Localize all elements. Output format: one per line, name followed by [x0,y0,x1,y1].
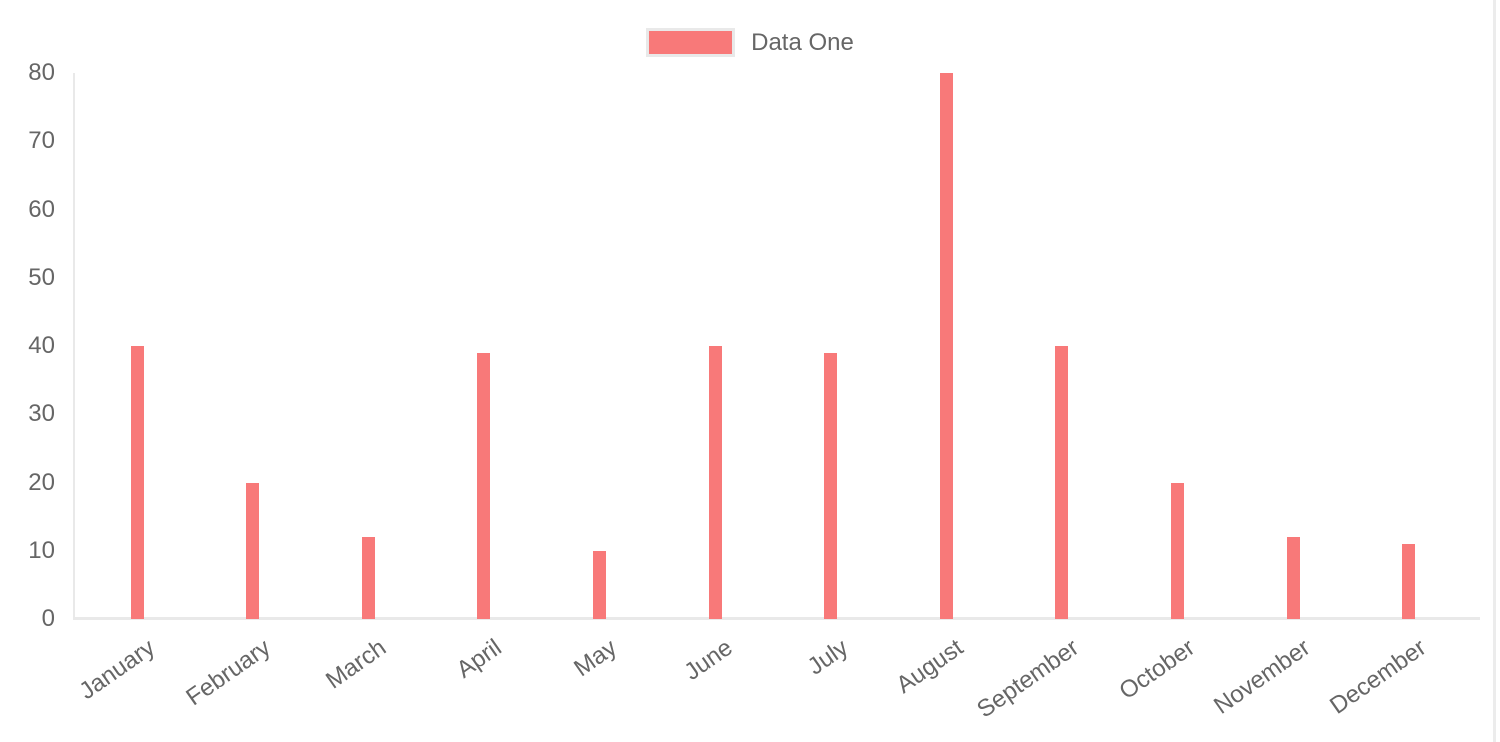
x-tick-label-april: April [451,634,507,684]
y-tick-label-20: 20 [28,468,55,496]
scrollbar-track[interactable] [1493,0,1496,742]
legend-label: Data One [751,28,854,56]
legend-item-data-one[interactable]: Data One [646,27,854,57]
bar-july[interactable] [824,352,838,619]
y-tick-label-0: 0 [41,605,55,632]
bar-april[interactable] [477,352,491,619]
y-tick-label-40: 40 [28,332,55,359]
x-tick-label-may: May [569,634,622,683]
x-tick-label-august: August [891,634,969,699]
bar-september[interactable] [1055,346,1069,619]
x-tick-label-january: January [74,634,160,706]
bar-december[interactable] [1402,543,1416,619]
bar-march[interactable] [361,537,375,619]
chart-legend: Data One [0,25,1500,59]
bar-november[interactable] [1286,537,1300,619]
y-tick-label-10: 10 [28,536,55,564]
x-tick-label-february: February [180,634,276,712]
bar-october[interactable] [1170,482,1184,619]
x-axis-line [73,617,1480,620]
x-tick-label-june: June [679,634,738,686]
x-tick-label-december: December [1324,634,1432,720]
y-axis-line [73,73,75,620]
bar-may[interactable] [592,550,606,619]
bar-june[interactable] [708,346,722,619]
x-tick-label-september: September [972,634,1085,724]
y-tick-label-50: 50 [28,263,55,291]
x-tick-label-november: November [1209,634,1316,720]
y-tick-label-80: 80 [28,59,55,86]
y-tick-label-30: 30 [28,400,55,428]
legend-swatch [646,27,736,57]
bar-august[interactable] [939,73,953,619]
y-tick-label-60: 60 [28,195,55,223]
bar-february[interactable] [246,482,260,619]
y-tick-label-70: 70 [28,127,55,155]
x-tick-label-july: July [802,634,854,681]
x-tick-label-october: October [1114,634,1200,706]
x-tick-label-march: March [320,634,391,695]
bar-january[interactable] [130,346,144,619]
